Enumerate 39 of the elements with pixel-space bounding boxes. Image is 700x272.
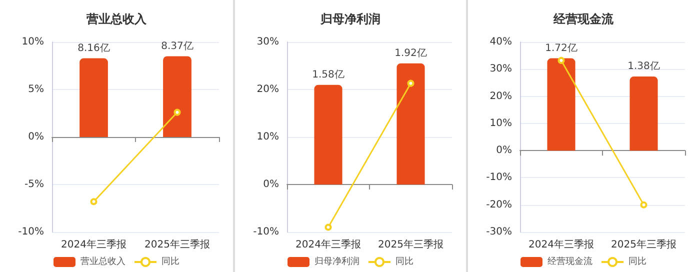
y-tick-label: 10% — [490, 118, 512, 129]
legend-label: 经营现金流 — [548, 256, 592, 267]
y-tick-label: -5% — [24, 179, 44, 190]
legend-label: 归母净利润 — [314, 256, 360, 267]
y-tick-label: 0% — [263, 179, 279, 190]
legend-label: 营业总收入 — [80, 256, 126, 267]
legend-label: 同比 — [162, 256, 180, 267]
data-label: 8.16亿 — [78, 42, 110, 54]
legend-label: 同比 — [628, 256, 646, 267]
y-tick-label: -10% — [253, 226, 279, 238]
data-label: 1.92亿 — [394, 48, 427, 59]
y-tick-label: 30% — [256, 36, 279, 48]
chart-title: 经营现金流 — [552, 12, 614, 26]
x-tick-label: 2025年三季报 — [611, 238, 676, 250]
y-tick-label: -10% — [486, 172, 512, 184]
y-tick-label: -30% — [486, 226, 512, 238]
data-label: 1.72亿 — [545, 42, 578, 54]
data-label: 1.38亿 — [628, 61, 660, 72]
y-tick-label: -20% — [486, 199, 512, 210]
chart-title: 营业总收入 — [86, 12, 148, 26]
y-tick-label: -10% — [18, 226, 44, 238]
x-tick-label: 2024年三季报 — [61, 238, 126, 250]
data-label: 8.37亿 — [161, 40, 194, 52]
y-tick-label: 30% — [490, 64, 512, 75]
y-tick-label: 10% — [256, 132, 279, 142]
x-tick-label: 2024年三季报 — [528, 238, 594, 250]
y-tick-label: 5% — [28, 84, 44, 95]
y-tick-label: 20% — [490, 90, 512, 102]
y-tick-label: 0% — [496, 145, 512, 156]
y-tick-label: 0% — [28, 132, 44, 142]
data-label: 1.58亿 — [312, 69, 344, 80]
legend-label: 同比 — [396, 256, 414, 267]
y-tick-label: 40% — [490, 36, 512, 48]
x-tick-label: 2024年三季报 — [296, 238, 361, 250]
x-tick-label: 2025年三季报 — [378, 238, 444, 250]
y-tick-label: 10% — [22, 36, 44, 48]
y-tick-label: 20% — [256, 84, 279, 95]
x-tick-label: 2025年三季报 — [144, 238, 210, 250]
chart-title: 归母净利润 — [320, 12, 380, 26]
